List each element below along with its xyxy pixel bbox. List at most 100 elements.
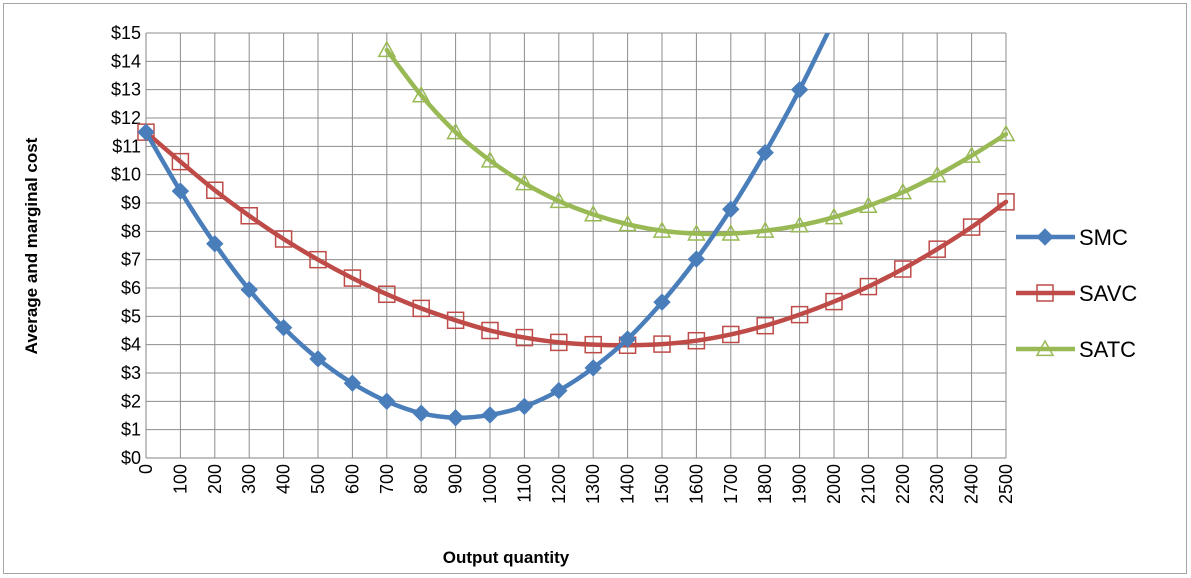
data-point-savc — [825, 292, 843, 311]
data-point-smc — [584, 359, 602, 377]
series-smc — [137, 33, 831, 427]
legend-marker — [1036, 228, 1054, 246]
y-tick-label: $8 — [121, 221, 141, 241]
x-tick-label: 200 — [205, 464, 225, 494]
data-point-savc — [962, 218, 981, 236]
data-point-savc — [274, 230, 293, 248]
data-point-savc — [515, 328, 534, 347]
y-tick-label: $4 — [121, 335, 141, 355]
data-point-savc — [550, 333, 568, 352]
series-line-savc — [143, 129, 1009, 348]
data-point-smc — [687, 250, 706, 268]
legend-item-savc: SAVC — [1016, 281, 1137, 306]
data-point-satc — [790, 215, 809, 233]
legend-label: SMC — [1079, 225, 1128, 250]
y-axis-ticks: $0 $1 $2 $3 $4 $5 $6 $7 $8 $9 $10 $11 $12 $13 $14 $15 — [111, 23, 141, 468]
legend-label: SAVC — [1079, 281, 1137, 306]
legend-item-satc: SATC — [1016, 337, 1136, 362]
data-point-smc — [790, 80, 809, 99]
x-tick-label: 500 — [308, 464, 328, 494]
x-tick-label: 400 — [274, 464, 294, 494]
y-tick-label: $2 — [121, 391, 141, 411]
legend: SMC SAVC SATC — [1016, 225, 1137, 362]
data-point-satc — [583, 204, 603, 222]
data-point-satc — [721, 224, 741, 241]
y-tick-label: $1 — [121, 420, 141, 440]
data-point-savc — [240, 207, 258, 225]
x-tick-label: 2500 — [996, 464, 1016, 504]
data-point-smc — [309, 350, 327, 368]
data-point-satc — [893, 182, 913, 200]
data-point-savc — [894, 260, 912, 278]
data-point-satc — [996, 124, 1016, 142]
series-satc — [377, 40, 1016, 241]
data-point-smc — [206, 235, 224, 253]
y-tick-label: $12 — [111, 108, 141, 128]
legend-item-smc: SMC — [1016, 225, 1128, 250]
data-point-savc — [446, 311, 465, 330]
data-point-savc — [859, 277, 878, 296]
data-point-savc — [653, 335, 671, 353]
x-tick-label: 1300 — [583, 464, 603, 504]
y-tick-label: $11 — [112, 136, 141, 156]
data-point-satc — [824, 207, 844, 225]
data-point-satc — [549, 191, 569, 209]
y-axis-title: Average and marginal cost — [22, 137, 41, 354]
data-point-smc — [378, 392, 396, 411]
y-tick-label: $10 — [111, 165, 141, 185]
data-point-savc — [687, 331, 706, 350]
x-tick-label: 1100 — [514, 464, 534, 503]
data-point-savc — [756, 316, 774, 335]
data-point-savc — [343, 269, 362, 287]
data-point-savc — [997, 193, 1015, 211]
data-point-savc — [206, 181, 224, 199]
data-point-savc — [928, 240, 946, 258]
data-point-smc — [515, 397, 534, 416]
x-tick-label: 300 — [239, 464, 259, 494]
data-point-satc — [411, 85, 431, 103]
x-tick-label: 0 — [136, 464, 156, 474]
data-point-satc — [515, 173, 534, 191]
x-tick-label: 600 — [342, 464, 362, 494]
x-tick-label: 800 — [411, 464, 431, 494]
x-axis-ticks: 0 100 200 300 400 500 600 700 800 900 1000 1100 1200… — [136, 464, 1016, 504]
data-point-smc — [481, 406, 499, 424]
data-point-satc — [755, 221, 775, 238]
x-axis-title: Output quantity — [443, 548, 570, 567]
legend-label: SATC — [1079, 337, 1136, 362]
legend-marker — [1036, 284, 1054, 302]
data-point-smc — [274, 318, 293, 337]
x-tick-label: 2400 — [962, 464, 982, 504]
data-point-smc — [756, 143, 774, 162]
y-tick-label: $3 — [121, 363, 141, 383]
x-tick-label: 2300 — [927, 464, 947, 504]
data-point-satc — [480, 150, 500, 168]
data-point-satc — [618, 214, 637, 232]
x-tick-label: 2200 — [893, 464, 913, 504]
data-point-satc — [687, 224, 706, 241]
y-tick-label: $14 — [111, 51, 141, 71]
chart-frame — [3, 3, 1187, 574]
data-point-satc — [962, 146, 981, 163]
x-tick-label: 2000 — [824, 464, 844, 504]
data-point-smc — [343, 374, 362, 392]
data-point-savc — [722, 325, 740, 344]
data-point-savc — [171, 152, 190, 171]
data-point-savc — [584, 335, 602, 354]
y-tick-label: $6 — [121, 278, 141, 298]
data-point-savc — [378, 285, 396, 303]
x-tick-label: 1200 — [549, 464, 569, 504]
x-tick-label: 2100 — [858, 464, 878, 504]
series-savc — [137, 123, 1015, 354]
data-point-savc — [309, 250, 327, 269]
data-point-savc — [790, 305, 809, 324]
x-tick-label: 1800 — [755, 464, 775, 504]
y-tick-label: $15 — [111, 23, 141, 43]
y-tick-label: $9 — [121, 193, 141, 213]
x-tick-label: 100 — [170, 464, 190, 494]
data-point-satc — [859, 196, 878, 213]
data-point-smc — [137, 123, 155, 141]
data-point-smc — [240, 280, 258, 299]
legend-marker — [1035, 339, 1055, 357]
